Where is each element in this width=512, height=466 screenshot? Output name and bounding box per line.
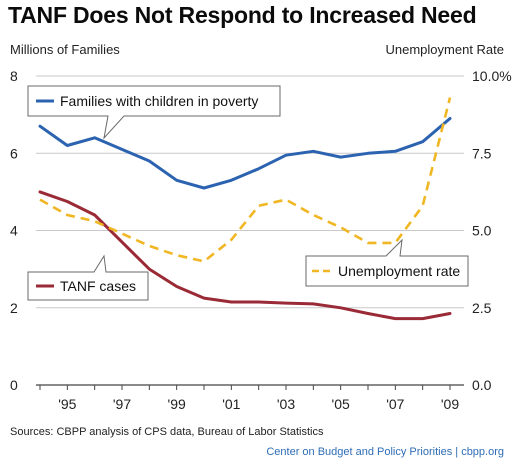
series-line-tanf-cases — [38, 190, 452, 321]
right-tick-label: 2.5 — [472, 300, 492, 316]
left-tick-label: 2 — [10, 300, 18, 316]
legend-tanf: TANF cases — [27, 254, 149, 301]
legend-label: Families with children in poverty — [60, 93, 258, 109]
legend-box — [305, 238, 469, 287]
left-tick-label: 6 — [10, 145, 18, 161]
right-tick-label: 10.0% — [472, 68, 512, 84]
chart-title: TANF Does Not Respond to Increased Need — [8, 2, 477, 28]
legends: Families with children in poverty TANF ca… — [27, 85, 469, 301]
footer-credit[interactable]: Center on Budget and Policy Priorities |… — [266, 446, 504, 458]
left-tick-label: 0 — [10, 377, 18, 393]
legend-box — [27, 254, 149, 301]
axes: 0 2 4 6 8 0.0 2.5 5.0 7.5 10.0% '95 '97 '99 '01 '03 '05… — [10, 68, 512, 412]
left-tick-label: 4 — [10, 223, 18, 239]
legend-label: Unemployment rate — [338, 263, 460, 279]
legend-poverty: Families with children in poverty — [27, 85, 281, 140]
x-tick-label: '99 — [168, 396, 186, 412]
right-tick-label: 0.0 — [472, 377, 492, 393]
right-tick-label: 5.0 — [472, 223, 492, 239]
left-tick-label: 8 — [10, 68, 18, 84]
series-line-families-with-children-in-poverty — [38, 117, 452, 190]
right-tick-label: 7.5 — [472, 145, 492, 161]
x-tick-label: '01 — [222, 396, 240, 412]
left-axis-title: Millions of Families — [10, 42, 120, 57]
x-tick-label: '03 — [277, 396, 295, 412]
legend-unemployment: Unemployment rate — [305, 238, 469, 287]
series-line-unemployment-rate — [39, 97, 452, 263]
source-note: Sources: CBPP analysis of CPS data, Bure… — [10, 426, 324, 438]
legend-label: TANF cases — [60, 278, 136, 294]
x-tick-label: '09 — [441, 396, 459, 412]
right-axis-title: Unemployment Rate — [385, 42, 505, 57]
x-tick-label: '07 — [386, 396, 404, 412]
series-lines — [38, 97, 452, 321]
x-tick-label: '05 — [332, 396, 350, 412]
x-tick-label: '95 — [58, 396, 76, 412]
legend-box — [27, 85, 281, 140]
gridlines — [36, 75, 464, 386]
x-tick-label: '97 — [113, 396, 131, 412]
